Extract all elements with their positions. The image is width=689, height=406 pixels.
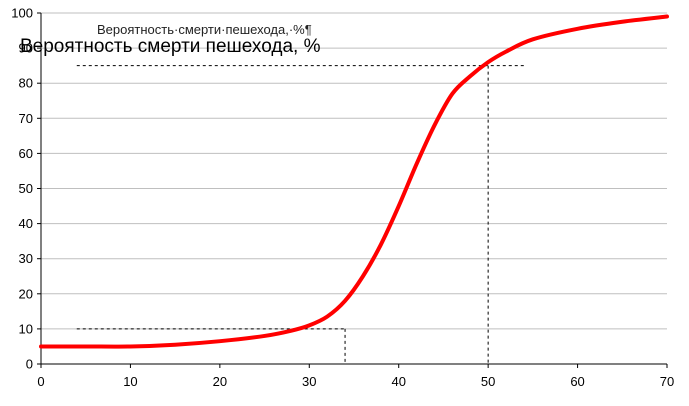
- y-tick-label-100: 100: [11, 6, 33, 21]
- x-tick-label-30: 30: [302, 374, 316, 389]
- title-overlay: Вероятность·смерти·пешехода,·%¶: [97, 22, 312, 37]
- series-layer: [39, 14, 669, 349]
- y-tick-label-10: 10: [19, 321, 33, 336]
- chart-title: Вероятность смерти пешехода, %: [20, 36, 321, 57]
- y-tick-label-0: 0: [26, 357, 33, 372]
- x-tick-label-10: 10: [123, 374, 137, 389]
- y-tick-label-70: 70: [19, 111, 33, 126]
- y-tick-label-40: 40: [19, 216, 33, 231]
- reference-lines-layer: [76, 65, 524, 364]
- x-tick-label-20: 20: [213, 374, 227, 389]
- y-tick-label-20: 20: [19, 286, 33, 301]
- x-tick-label-0: 0: [37, 374, 44, 389]
- series-line-1: [39, 14, 669, 349]
- tick-labels-layer: 0 10 20 30 40 50 60 70 80 90 100 0 10 20 30 40 50 60 70: [11, 6, 674, 390]
- axis-layer: [37, 12, 668, 368]
- grid-layer: [41, 12, 667, 330]
- y-tick-label-90: 90: [19, 41, 33, 56]
- x-tick-label-70: 70: [660, 374, 674, 389]
- x-tick-label-60: 60: [570, 374, 584, 389]
- y-tick-label-60: 60: [19, 146, 33, 161]
- x-tick-label-50: 50: [481, 374, 495, 389]
- x-tick-label-40: 40: [391, 374, 405, 389]
- y-tick-label-30: 30: [19, 251, 33, 266]
- y-tick-label-50: 50: [19, 181, 33, 196]
- y-tick-label-80: 80: [19, 76, 33, 91]
